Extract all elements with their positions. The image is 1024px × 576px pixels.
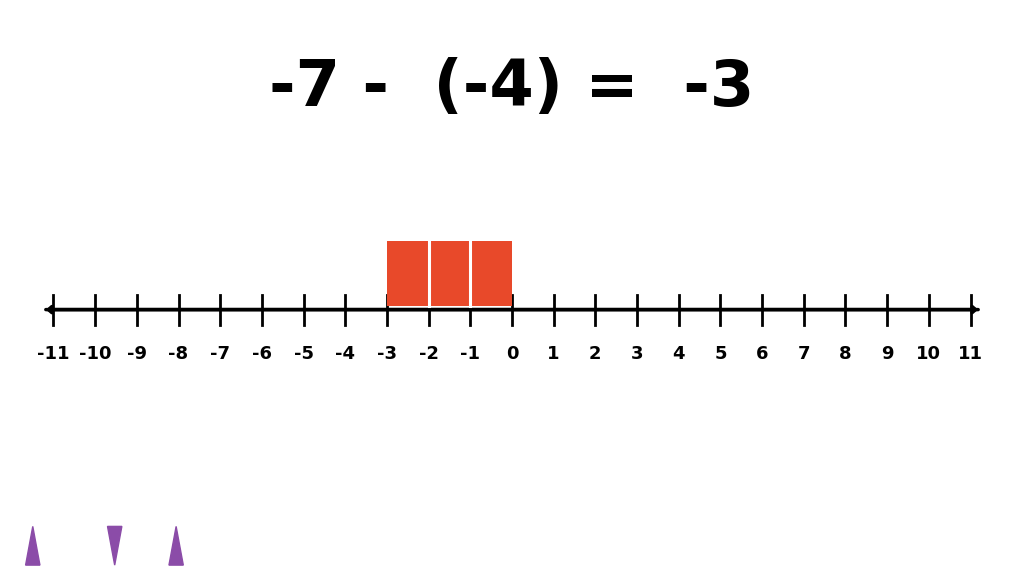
Text: -4: -4 — [335, 345, 355, 363]
Text: -2: -2 — [419, 345, 438, 363]
Text: -7: -7 — [210, 345, 230, 363]
Text: Let's teach it that way.: Let's teach it that way. — [767, 536, 1012, 556]
Text: 3: 3 — [631, 345, 643, 363]
Text: -6: -6 — [252, 345, 272, 363]
Text: -1: -1 — [461, 345, 480, 363]
Polygon shape — [26, 526, 40, 565]
Text: TH: TH — [41, 536, 74, 556]
Text: -8: -8 — [169, 345, 188, 363]
Text: -5: -5 — [294, 345, 313, 363]
Text: 6: 6 — [756, 345, 768, 363]
Text: M: M — [12, 536, 34, 556]
Text: 1: 1 — [548, 345, 560, 363]
Text: -11: -11 — [37, 345, 70, 363]
Text: 11: 11 — [958, 345, 983, 363]
Text: -3: -3 — [377, 345, 397, 363]
Text: .COM: .COM — [184, 536, 248, 556]
Text: is: is — [70, 536, 100, 556]
Text: 5: 5 — [714, 345, 727, 363]
Text: -7 -  (-4) =  -3: -7 - (-4) = -3 — [269, 56, 755, 119]
Text: 8: 8 — [839, 345, 852, 363]
Text: 9: 9 — [881, 345, 893, 363]
Polygon shape — [108, 526, 122, 565]
Text: 2: 2 — [589, 345, 602, 363]
Text: 10: 10 — [916, 345, 941, 363]
Text: 7: 7 — [798, 345, 810, 363]
Polygon shape — [169, 526, 183, 565]
Text: 4: 4 — [673, 345, 685, 363]
Text: 0: 0 — [506, 345, 518, 363]
Text: -9: -9 — [127, 345, 146, 363]
Bar — [387, 241, 512, 306]
Text: ISUAL: ISUAL — [123, 536, 194, 556]
Text: -10: -10 — [79, 345, 112, 363]
